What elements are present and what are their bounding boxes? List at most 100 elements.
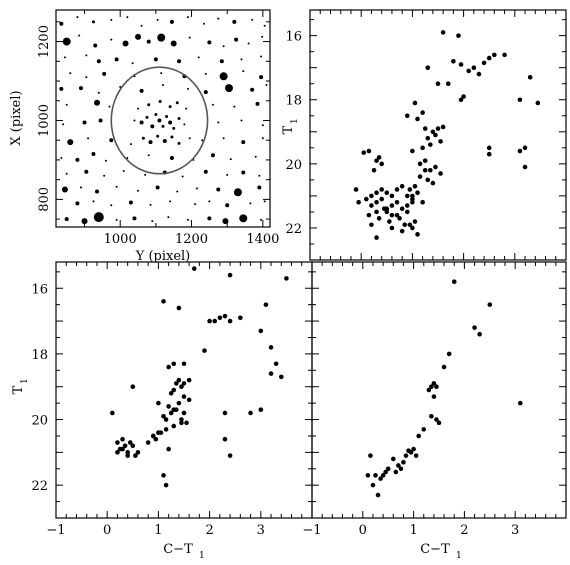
star-point <box>233 188 242 197</box>
cmd-bottom-left-data-point <box>171 387 177 393</box>
star-point <box>133 119 136 122</box>
cmd-bottom-left-x-tick-label: 1 <box>154 523 162 538</box>
cmd-top-right-data-point <box>481 60 487 66</box>
star-point <box>78 34 81 37</box>
star-point <box>141 136 145 140</box>
cmd-bottom-left-data-point <box>284 276 289 281</box>
cmd-bottom-right-x-tick-label: 2 <box>460 523 468 538</box>
cmd-bottom-right-data-point <box>390 456 396 462</box>
cmd-bottom-right-x-tick-label: 1 <box>409 523 417 538</box>
star-point <box>201 139 204 142</box>
cmd-top-right-data-point <box>410 193 415 199</box>
cmd-top-right-data-point <box>387 219 392 224</box>
cmd-bottom-right-data-point <box>441 364 447 370</box>
field-y-tick-label: 800 <box>37 187 52 212</box>
star-point <box>110 204 113 207</box>
cmd-bottom-left-data-point <box>115 440 120 445</box>
cmd-top-right-data-point <box>438 139 443 144</box>
panel-cmd-bottom-left-frame <box>55 261 313 519</box>
cmd-bottom-left-data-point <box>222 313 228 319</box>
cmd-bottom-right-data-point <box>373 473 378 478</box>
cmd-top-right-data-point <box>435 126 441 131</box>
star-point <box>219 72 228 81</box>
cmd-top-right-data-point <box>517 148 523 154</box>
star-point <box>61 186 68 193</box>
star-point <box>146 39 151 44</box>
cmd-bottom-left-data-point <box>161 473 166 478</box>
cmd-bottom-right-group: −1 0 1 2 3 <box>302 262 567 538</box>
cmd-bottom-left-data-point <box>273 361 279 367</box>
cmd-bottom-left-data-point <box>217 315 223 321</box>
star-point <box>157 118 162 123</box>
star-point <box>204 72 207 75</box>
star-point <box>203 90 208 95</box>
cmd-bottom-right-x-tick-label: 0 <box>359 523 367 538</box>
star-point <box>67 139 74 146</box>
cmd-top-right-data-point <box>376 155 382 160</box>
star-point <box>76 16 79 19</box>
field-x-tick-label: 1400 <box>246 232 279 247</box>
star-point <box>177 141 181 145</box>
star-point <box>137 107 140 110</box>
cmd-top-right-y-axis-label: T 1 <box>281 118 300 134</box>
star-point <box>250 87 255 92</box>
cmd-bottom-left-data-point <box>186 397 192 403</box>
cmd-bottom-left-data-point <box>227 272 233 278</box>
star-point <box>263 24 266 27</box>
star-point <box>259 75 264 80</box>
star-point <box>82 120 87 125</box>
cmd-top-right-data-point <box>389 212 395 218</box>
cmd-top-right-data-point <box>379 187 384 192</box>
star-point <box>203 169 208 174</box>
cmd-top-right-data-point <box>384 209 390 215</box>
star-point <box>172 126 176 130</box>
cmd-bottom-left-y-tick-label: 16 <box>31 282 48 297</box>
star-point <box>168 120 173 125</box>
star-point <box>135 33 142 40</box>
cmd-top-right-data-point <box>415 116 420 122</box>
star-point <box>241 170 246 175</box>
star-point <box>263 200 266 203</box>
star-point <box>186 16 189 19</box>
cmd-bottom-right-data-point <box>429 384 434 390</box>
cmd-top-right-data-point <box>422 158 428 163</box>
cmd-bottom-left-data-point <box>135 450 141 455</box>
cmd-bottom-left-data-point <box>238 315 243 321</box>
cmd-bottom-right-data-point <box>408 450 414 455</box>
star-point <box>156 18 159 21</box>
star-point <box>140 24 143 27</box>
cmd-bottom-left-data-point <box>222 436 228 442</box>
star-point <box>197 56 200 59</box>
cmd-bottom-left-data-point <box>163 482 169 488</box>
cmd-bottom-right-data-point <box>431 394 437 399</box>
cmd-top-right-data-point <box>428 167 433 173</box>
cmd-bottom-left-data-point <box>163 427 169 432</box>
star-point <box>126 156 129 159</box>
star-point <box>239 214 248 223</box>
field-chart-group: 1000 1200 1400 800 1000 1200 <box>37 10 279 247</box>
t1-sub: 1 <box>20 378 30 384</box>
cmd-bottom-left-data-point <box>153 436 159 442</box>
star-point <box>162 83 164 86</box>
star-point <box>188 36 191 39</box>
star-point <box>260 55 263 58</box>
cmd-top-right-y-tick-label: 18 <box>285 94 302 109</box>
star-point <box>110 18 113 21</box>
star-point <box>210 153 215 158</box>
cmd-top-right-y-tick-label: 22 <box>285 222 302 237</box>
star-point <box>85 54 88 57</box>
star-point <box>147 154 150 157</box>
star-point <box>108 105 111 108</box>
star-point <box>79 186 82 189</box>
star-point <box>165 115 169 119</box>
star-point <box>217 17 220 20</box>
star-point <box>93 212 104 223</box>
c-t1-sub: 1 <box>456 551 462 561</box>
star-point <box>75 157 80 162</box>
cmd-bottom-left-data-point <box>181 381 187 386</box>
cmd-bottom-right-data-point <box>434 417 439 422</box>
star-point <box>95 189 100 194</box>
cmd-bottom-right-data-point <box>401 459 406 465</box>
star-point <box>102 71 107 76</box>
star-point <box>115 218 118 221</box>
